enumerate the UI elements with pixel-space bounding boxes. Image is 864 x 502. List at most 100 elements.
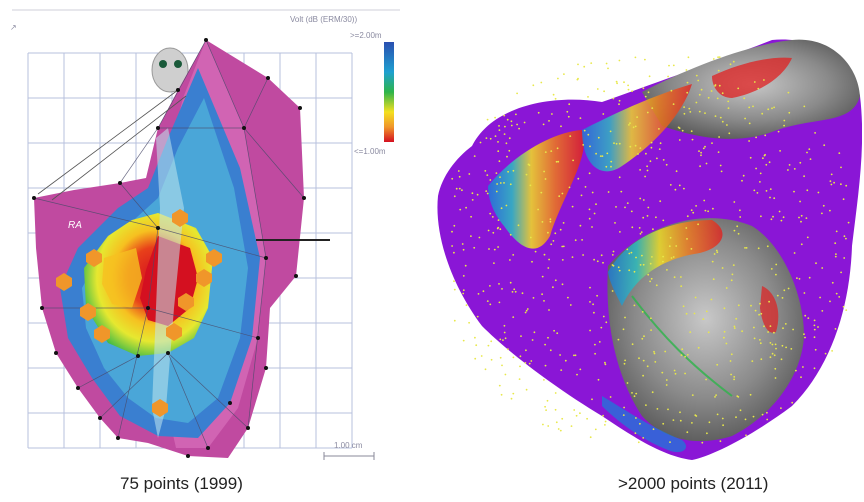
mapping-point	[503, 324, 506, 327]
mapping-point	[776, 294, 779, 297]
mapping-point	[763, 325, 765, 328]
mapping-point	[683, 187, 685, 190]
mapping-point	[778, 210, 781, 213]
mapping-point	[635, 256, 637, 259]
mapping-point	[527, 163, 530, 166]
mapping-point	[716, 363, 719, 366]
mapping-point	[719, 116, 722, 119]
mapping-point	[787, 91, 790, 94]
mapping-point	[489, 285, 491, 287]
mapping-point	[568, 186, 571, 189]
mapping-point	[611, 264, 614, 266]
mapping-point	[471, 192, 474, 195]
mapping-point	[642, 263, 645, 266]
mapping-point	[641, 337, 644, 340]
mapping-point	[549, 349, 552, 352]
mapping-point	[615, 80, 618, 83]
mapping-point	[840, 183, 842, 186]
mapping-point	[694, 414, 697, 417]
mapping-point	[667, 408, 669, 411]
mapping-point	[744, 247, 746, 249]
mapping-point	[793, 190, 795, 193]
mapping-point	[479, 141, 482, 144]
mapping-point	[843, 257, 846, 259]
mapping-point	[473, 246, 476, 249]
mapping-point	[631, 226, 634, 229]
mapping-point	[498, 160, 501, 163]
mapping-point	[762, 157, 764, 160]
mapping-point	[596, 260, 599, 263]
mapping-point	[733, 229, 736, 232]
mapping-point	[630, 251, 633, 254]
mapping-point	[604, 363, 607, 366]
mapping-point	[489, 212, 492, 215]
mapping-point	[542, 123, 545, 126]
mapping-point	[712, 207, 714, 210]
mapping-point	[523, 121, 526, 124]
mapping-point	[727, 107, 730, 109]
mapping-point	[475, 344, 478, 347]
mapping-point	[560, 125, 562, 128]
mapping-point	[556, 332, 559, 335]
mapping-point	[803, 105, 806, 108]
mapping-point	[698, 110, 701, 113]
mapping-point	[658, 128, 660, 130]
mapping-point	[732, 60, 735, 63]
mapping-point	[679, 419, 682, 422]
mapping-point	[485, 137, 488, 139]
mapping-point	[803, 175, 805, 178]
mapping-point	[689, 331, 692, 333]
mapping-point	[650, 329, 652, 331]
mapping-point	[656, 157, 658, 160]
mapping-point	[612, 97, 615, 100]
mapping-point	[500, 393, 503, 396]
mapping-point	[489, 179, 492, 181]
mapping-point	[586, 417, 588, 420]
mapping-point	[799, 200, 801, 203]
mapping-point	[694, 296, 697, 299]
mapping-point	[599, 155, 602, 157]
mapping-point	[759, 172, 762, 175]
mapping-point	[498, 301, 501, 304]
mapping-point	[470, 215, 472, 218]
mapping-point	[813, 328, 816, 331]
mapping-point	[802, 366, 804, 368]
mapping-point	[651, 256, 653, 258]
mapping-point	[487, 344, 490, 347]
mapping-point	[557, 160, 560, 163]
mapping-point	[715, 394, 717, 396]
mapping-point	[579, 412, 581, 415]
mapping-point	[509, 259, 511, 261]
corner-mark: ↗	[10, 23, 17, 32]
mapping-point	[759, 342, 762, 345]
mapping-point	[595, 203, 597, 206]
border-zone-left	[488, 130, 585, 249]
mapping-point	[680, 354, 683, 356]
mapping-point	[451, 230, 453, 233]
mapping-point	[769, 342, 772, 344]
mapping-point	[609, 396, 612, 398]
mapping-point	[791, 401, 794, 404]
mapping-point	[716, 97, 719, 100]
mapping-point	[800, 214, 803, 217]
mapping-point	[589, 329, 591, 332]
mapping-point	[708, 421, 711, 424]
border-zone-top	[582, 84, 692, 172]
mapping-point	[840, 271, 842, 274]
mapping-point	[516, 123, 518, 126]
mapping-point	[664, 350, 667, 353]
mapping-point	[553, 329, 555, 332]
mapping-point	[514, 290, 517, 293]
mapping-point	[498, 384, 501, 387]
chamber-label: RA	[68, 220, 82, 231]
mapping-point	[843, 235, 846, 238]
mapping-point	[541, 293, 543, 296]
mapping-point	[589, 145, 591, 148]
mapping-point	[669, 236, 672, 239]
mapping-point	[519, 365, 521, 368]
mapping-point	[748, 122, 751, 125]
mapping-point	[622, 328, 625, 331]
mapping-point	[643, 335, 645, 338]
mapping-point	[829, 180, 832, 183]
mapping-point	[711, 260, 714, 263]
